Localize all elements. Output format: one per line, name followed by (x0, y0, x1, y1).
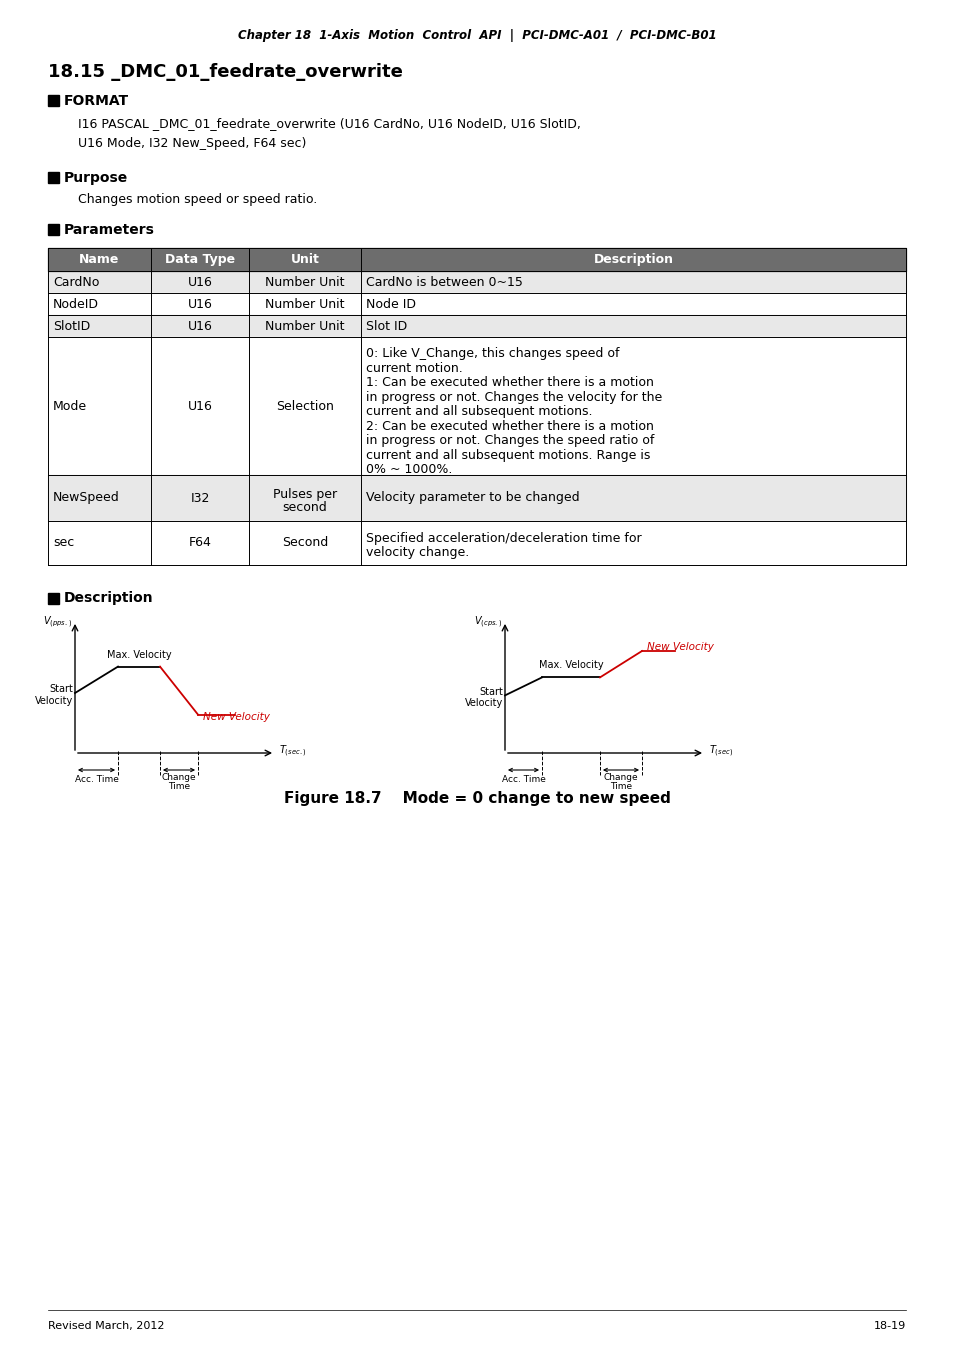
Text: U16: U16 (188, 275, 213, 289)
Text: $V_{(pps.)}$: $V_{(pps.)}$ (43, 616, 71, 630)
Bar (48, 475, 905, 521)
Text: velocity change.: velocity change. (366, 545, 469, 559)
Text: Number Unit: Number Unit (265, 275, 344, 289)
Text: Revised March, 2012: Revised March, 2012 (48, 1322, 164, 1331)
Text: Description: Description (64, 591, 153, 605)
Text: Change: Change (603, 774, 638, 782)
Text: Data Type: Data Type (165, 252, 234, 266)
Text: Max. Velocity: Max. Velocity (107, 649, 172, 660)
Text: 18.15 _DMC_01_feedrate_overwrite: 18.15 _DMC_01_feedrate_overwrite (48, 63, 402, 81)
Text: Purpose: Purpose (64, 171, 128, 185)
Text: Figure 18.7    Mode = 0 change to new speed: Figure 18.7 Mode = 0 change to new speed (283, 791, 670, 806)
Text: NewSpeed: NewSpeed (53, 491, 120, 505)
Bar (48, 271, 905, 293)
Text: in progress or not. Changes the speed ratio of: in progress or not. Changes the speed ra… (366, 433, 654, 447)
Text: 18-19: 18-19 (873, 1322, 905, 1331)
Text: Second: Second (281, 536, 328, 549)
Text: Chapter 18  1-Axis  Motion  Control  API  |  PCI-DMC-A01  /  PCI-DMC-B01: Chapter 18 1-Axis Motion Control API | P… (237, 30, 716, 42)
Text: Acc. Time: Acc. Time (74, 775, 118, 784)
Text: NodeID: NodeID (53, 297, 99, 310)
Text: New Velocity: New Velocity (646, 643, 713, 652)
Text: Start
Velocity: Start Velocity (464, 687, 502, 709)
Text: Parameters: Parameters (64, 223, 154, 238)
Text: Pulses per: Pulses per (273, 487, 336, 501)
Text: current and all subsequent motions.: current and all subsequent motions. (366, 405, 592, 418)
Text: U16 Mode, I32 New_Speed, F64 sec): U16 Mode, I32 New_Speed, F64 sec) (78, 136, 306, 150)
Text: Unit: Unit (291, 252, 319, 266)
Text: Description: Description (593, 252, 673, 266)
Text: Specified acceleration/deceleration time for: Specified acceleration/deceleration time… (366, 532, 641, 545)
Text: U16: U16 (188, 320, 213, 332)
Text: 0% ~ 1000%.: 0% ~ 1000%. (366, 463, 452, 477)
Bar (48, 95, 59, 107)
Text: U16: U16 (188, 400, 213, 413)
Text: Selection: Selection (275, 400, 334, 413)
Bar (48, 224, 59, 235)
Text: Slot ID: Slot ID (366, 320, 407, 332)
Text: Number Unit: Number Unit (265, 297, 344, 310)
Text: Max. Velocity: Max. Velocity (538, 660, 602, 671)
Text: second: second (282, 501, 327, 514)
Text: 1: Can be executed whether there is a motion: 1: Can be executed whether there is a mo… (366, 377, 653, 389)
Text: Velocity parameter to be changed: Velocity parameter to be changed (366, 491, 579, 505)
Text: in progress or not. Changes the velocity for the: in progress or not. Changes the velocity… (366, 390, 661, 404)
Text: Number Unit: Number Unit (265, 320, 344, 332)
Text: CardNo: CardNo (53, 275, 99, 289)
Bar (48, 315, 905, 338)
Text: FORMAT: FORMAT (64, 95, 129, 108)
Text: Changes motion speed or speed ratio.: Changes motion speed or speed ratio. (78, 193, 317, 207)
Text: SlotID: SlotID (53, 320, 91, 332)
Text: sec: sec (53, 536, 74, 549)
Bar (48, 248, 905, 271)
Bar (48, 171, 59, 184)
Text: Acc. Time: Acc. Time (501, 775, 545, 784)
Text: Time: Time (168, 782, 190, 791)
Text: I16 PASCAL _DMC_01_feedrate_overwrite (U16 CardNo, U16 NodeID, U16 SlotID,: I16 PASCAL _DMC_01_feedrate_overwrite (U… (78, 117, 580, 131)
Text: current motion.: current motion. (366, 362, 462, 374)
Text: New Velocity: New Velocity (203, 711, 270, 722)
Bar (48, 593, 59, 603)
Text: I32: I32 (190, 491, 210, 505)
Text: Start
Velocity: Start Velocity (34, 684, 73, 706)
Text: CardNo is between 0~15: CardNo is between 0~15 (366, 275, 522, 289)
Text: F64: F64 (189, 536, 212, 549)
Text: $V_{(cps.)}$: $V_{(cps.)}$ (473, 616, 501, 630)
Bar (48, 293, 905, 315)
Text: 2: Can be executed whether there is a motion: 2: Can be executed whether there is a mo… (366, 420, 653, 432)
Bar (48, 521, 905, 566)
Text: U16: U16 (188, 297, 213, 310)
Text: $T_{(sec)}$: $T_{(sec)}$ (708, 744, 732, 759)
Text: Time: Time (609, 782, 632, 791)
Text: Node ID: Node ID (366, 297, 416, 310)
Text: current and all subsequent motions. Range is: current and all subsequent motions. Rang… (366, 448, 650, 462)
Bar (48, 338, 905, 475)
Text: Name: Name (79, 252, 119, 266)
Text: Change: Change (161, 774, 196, 782)
Text: 0: Like V_Change, this changes speed of: 0: Like V_Change, this changes speed of (366, 347, 618, 360)
Text: Mode: Mode (53, 400, 87, 413)
Text: $T_{(sec.)}$: $T_{(sec.)}$ (278, 744, 306, 759)
